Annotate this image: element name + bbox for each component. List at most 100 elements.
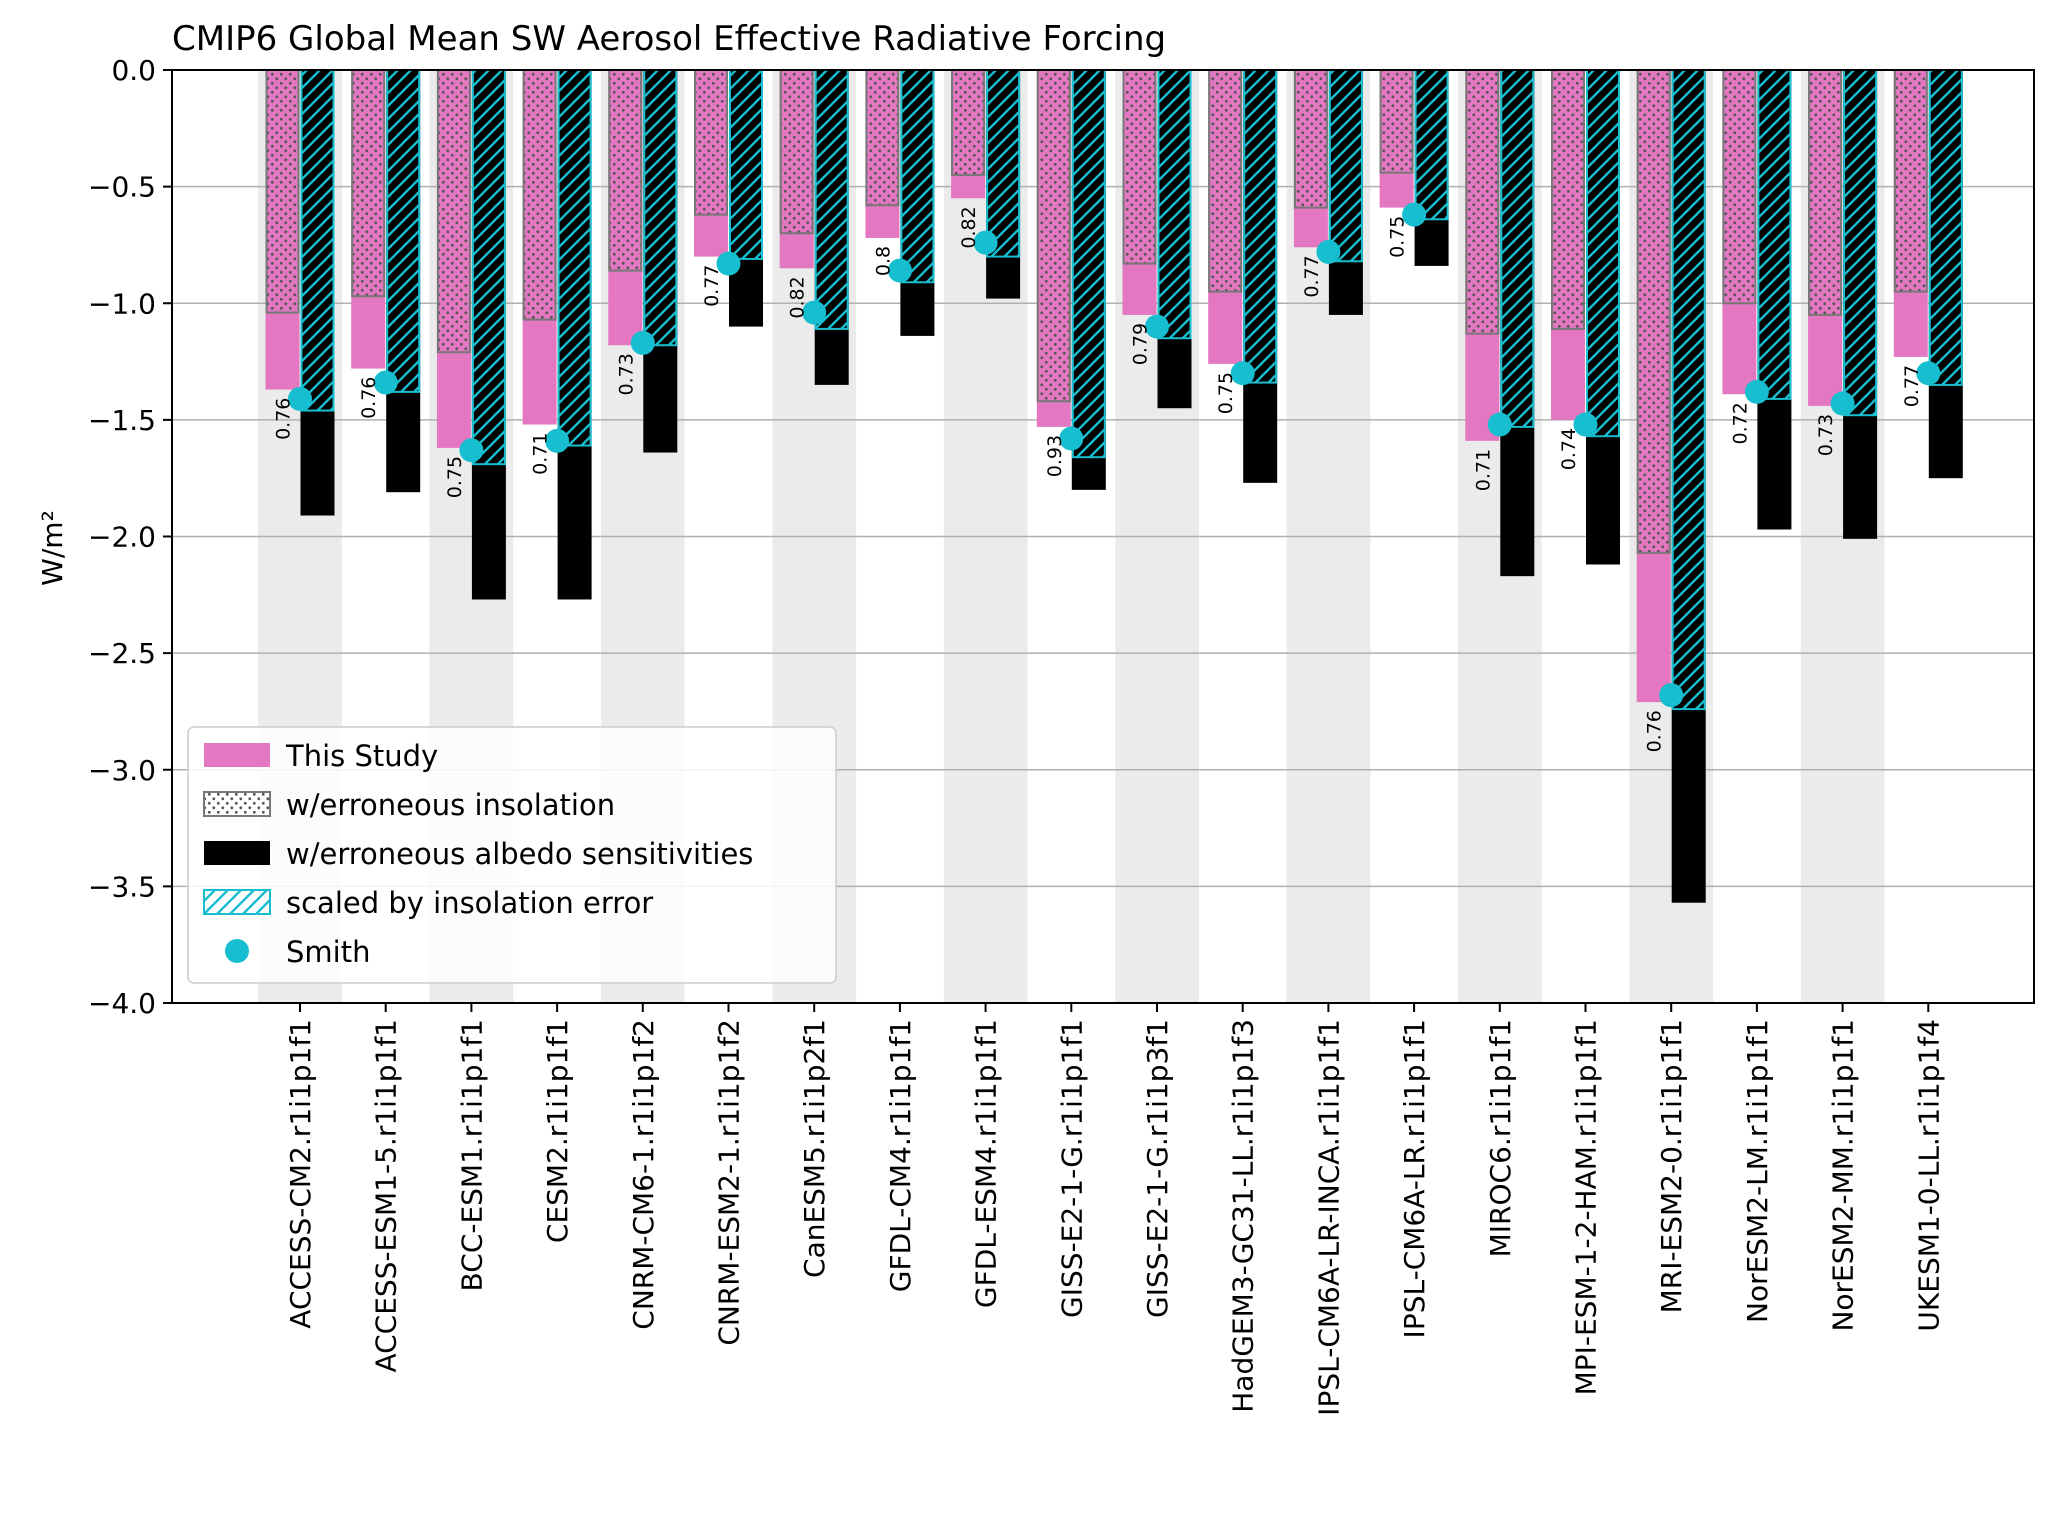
bar-annotation: 0.74: [1558, 428, 1580, 470]
smith-markers: [288, 202, 1941, 708]
bar-erroneous-insolation: [608, 69, 643, 272]
bar-erroneous-insolation: [779, 69, 814, 235]
bar-erroneous-insolation: [1722, 69, 1757, 305]
bar-annotation: 0.76: [1644, 710, 1666, 752]
bar-annotation: 0.71: [530, 433, 552, 475]
y-tick-label: −2.0: [88, 521, 156, 554]
bar-annotation: 0.77: [1301, 255, 1323, 297]
bar-annotation: 0.77: [1901, 365, 1923, 407]
smith-marker: [1744, 379, 1769, 404]
bar-annotation: 0.77: [701, 265, 723, 307]
legend-frame: [187, 726, 837, 984]
x-tick-label: ACCESS-ESM1-5.r1i1p1f1: [370, 1019, 403, 1373]
y-tick-label: −3.0: [88, 754, 156, 787]
x-tick-label: HadGEM3-GC31-LL.r1i1p1f3: [1227, 1019, 1260, 1413]
chart-title: CMIP6 Global Mean SW Aerosol Effective R…: [172, 19, 1166, 59]
x-tick-label: CESM2.r1i1p1f1: [541, 1019, 574, 1243]
bar-erroneous-insolation: [951, 69, 986, 176]
bar-scaled-insolation: [1414, 69, 1449, 221]
smith-marker: [1659, 683, 1684, 708]
bar-annotation: 0.72: [1729, 402, 1751, 444]
y-axis-label: W/m²: [36, 510, 69, 586]
smith-marker: [459, 438, 484, 463]
bar-scaled-insolation: [1928, 69, 1963, 386]
smith-marker: [1316, 239, 1341, 264]
bar-erroneous-insolation: [1636, 69, 1671, 554]
smith-marker: [1230, 361, 1255, 386]
y-tick-label: −3.5: [88, 870, 156, 903]
bar-scaled-insolation: [1157, 69, 1192, 340]
y-tick-label: −0.5: [88, 171, 156, 204]
x-tick-label: MIROC6.r1i1p1f1: [1484, 1019, 1517, 1257]
x-tick-label: GFDL-CM4.r1i1p1f1: [884, 1019, 917, 1292]
bar-annotation: 0.79: [1130, 323, 1152, 365]
x-tick-label: ACCESS-CM2.r1i1p1f1: [284, 1019, 317, 1329]
bar-annotation: 0.73: [615, 353, 637, 395]
bar-erroneous-insolation: [1893, 69, 1928, 293]
bar-annotation: 0.82: [787, 276, 809, 318]
bar-scaled-insolation: [729, 69, 763, 260]
x-tick-label: CNRM-CM6-1.r1i1p1f2: [627, 1019, 660, 1330]
bars: [265, 69, 1963, 903]
bar-scaled-insolation: [1843, 69, 1878, 417]
x-tick-label: NorESM2-MM.r1i1p1f1: [1827, 1019, 1860, 1332]
bar-erroneous-insolation: [265, 69, 300, 314]
bar-scaled-insolation: [471, 69, 506, 466]
bar-scaled-insolation: [1500, 69, 1535, 428]
bar-scaled-insolation: [1586, 69, 1620, 438]
x-tick-label: IPSL-CM6A-LR.r1i1p1f1: [1398, 1019, 1431, 1338]
y-tick-label: −2.5: [88, 637, 156, 670]
y-axis-label-text: W/m²: [36, 510, 69, 586]
smith-marker: [716, 251, 741, 276]
smith-marker: [973, 230, 998, 255]
y-tick-label: 0.0: [111, 54, 156, 87]
legend: This Study w/erroneous insolation w/erro…: [187, 726, 837, 984]
x-tick-label: IPSL-CM6A-LR-INCA.r1i1p1f1: [1312, 1019, 1345, 1416]
legend-label-erroneous-insolation: w/erroneous insolation: [286, 788, 615, 822]
bar-erroneous-insolation: [865, 69, 900, 207]
legend-marker-smith: [225, 939, 249, 963]
bar-annotation: 0.75: [444, 456, 466, 498]
x-tick-label: MRI-ESM2-0.r1i1p1f1: [1655, 1019, 1688, 1313]
bar-erroneous-insolation: [436, 69, 471, 354]
smith-marker: [887, 258, 912, 283]
y-axis-ticks: 0.0 −0.5 −1.0 −1.5 −2.0 −2.5 −3.0 −3.5 −4.0: [88, 54, 172, 1020]
bar-annotation: 0.76: [358, 377, 380, 419]
y-tick-label: −1.0: [88, 287, 156, 320]
bar-scaled-insolation: [300, 69, 335, 412]
smith-marker: [545, 428, 570, 453]
legend-swatch-erroneous-insolation: [203, 791, 271, 817]
legend-swatch-erroneous-albedo: [204, 841, 270, 865]
smith-marker: [288, 386, 312, 411]
smith-marker: [1059, 426, 1084, 451]
legend-label-scaled-insolation: scaled by insolation error: [286, 886, 653, 920]
bar-annotation: 0.73: [1815, 414, 1837, 456]
bar-erroneous-insolation: [522, 69, 557, 321]
legend-swatch-scaled-insolation: [203, 889, 271, 915]
bar-scaled-insolation: [386, 69, 421, 393]
smith-marker: [1830, 391, 1855, 416]
smith-marker: [1487, 412, 1512, 437]
bar-scaled-insolation: [1328, 69, 1363, 263]
bar-erroneous-insolation: [1379, 69, 1414, 174]
smith-marker: [1916, 361, 1941, 386]
smith-marker: [802, 300, 827, 325]
bar-scaled-insolation: [643, 69, 678, 347]
bar-annotation: 0.8: [872, 246, 894, 276]
bar-scaled-insolation: [900, 69, 935, 284]
x-tick-label: UKESM1-0-LL.r1i1p1f4: [1912, 1019, 1945, 1332]
bar-scaled-insolation: [1757, 69, 1792, 400]
bar-erroneous-insolation: [694, 69, 728, 216]
legend-label-erroneous-albedo: w/erroneous albedo sensitivities: [286, 837, 753, 871]
smith-marker: [373, 370, 398, 395]
bar-scaled-insolation: [557, 69, 592, 447]
bar-annotations: 0.76 0.76 0.75 0.71 0.73 0.77 0.82 0.8 0.82 0.93 0…: [273, 206, 1923, 752]
smith-marker: [630, 330, 655, 355]
x-tick-label: BCC-ESM1.r1i1p1f1: [455, 1019, 488, 1291]
smith-marker: [1145, 314, 1169, 339]
bar-erroneous-insolation: [1808, 69, 1843, 316]
x-tick-label: GFDL-ESM4.r1i1p1f1: [970, 1019, 1003, 1308]
bar-erroneous-insolation: [351, 69, 386, 298]
bar-scaled-insolation: [1671, 69, 1706, 711]
